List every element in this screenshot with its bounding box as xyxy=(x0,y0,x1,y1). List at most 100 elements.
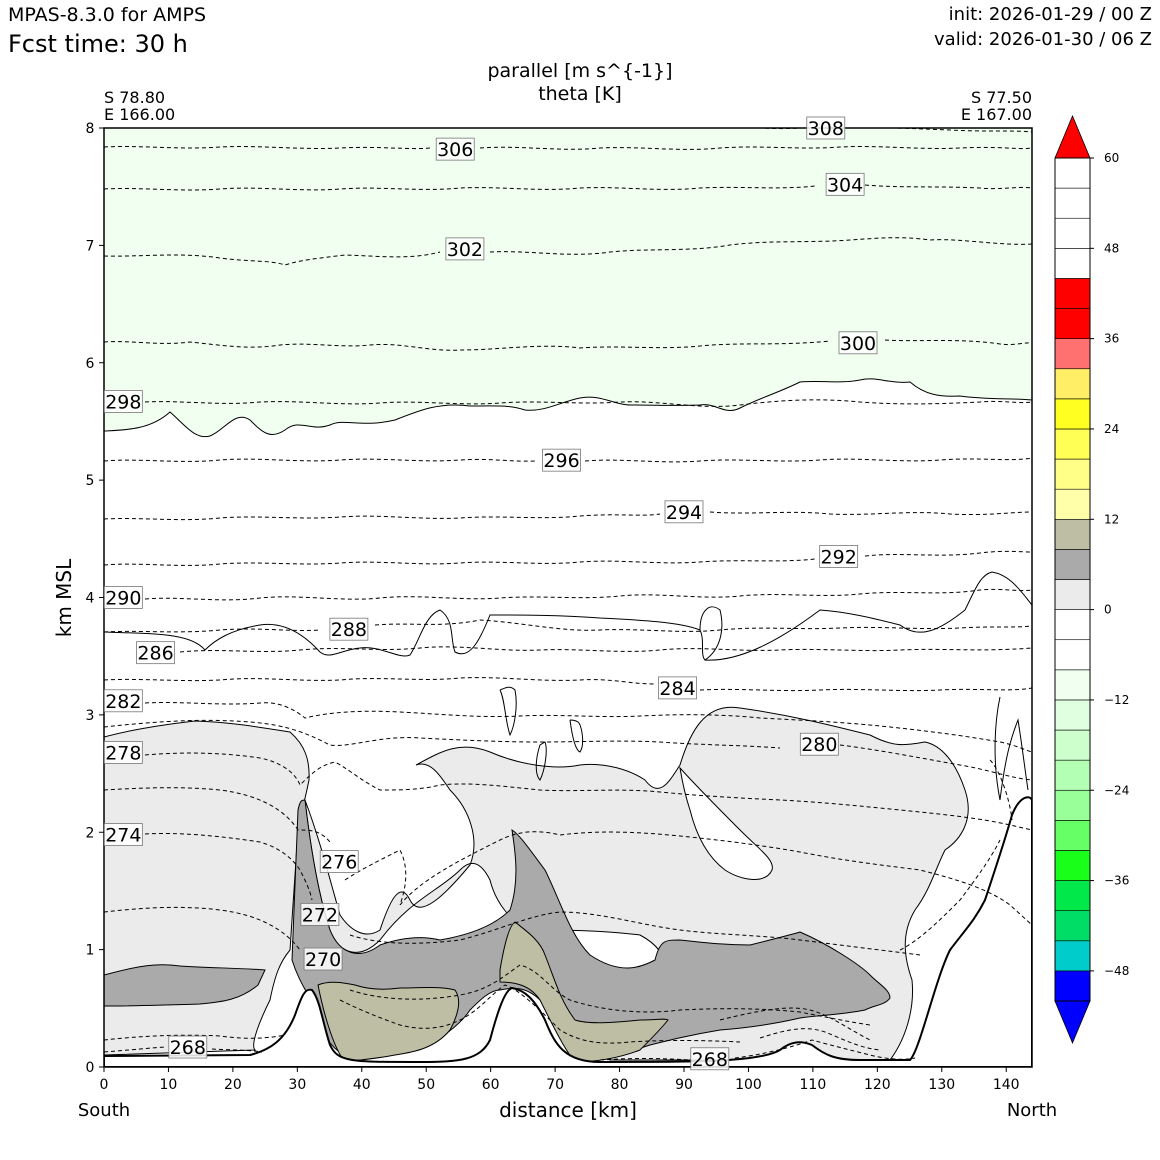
theta-label-text: 288 xyxy=(331,619,367,641)
x-tick-label: 30 xyxy=(288,1077,306,1093)
theta-label: 298 xyxy=(103,390,143,413)
colorbar-bin xyxy=(1054,880,1091,911)
colorbar-bin xyxy=(1054,488,1091,520)
theta-label-box xyxy=(319,850,359,873)
colorbar-tick-label: 12 xyxy=(1104,512,1119,526)
colorbar-bin xyxy=(1054,338,1091,370)
theta-label: 270 xyxy=(303,947,343,971)
theta-278 xyxy=(144,752,1032,831)
y-tick-label: 5 xyxy=(86,473,95,489)
theta-296 xyxy=(104,457,1032,463)
end-lon: E 167.00 xyxy=(960,105,1032,124)
theta-label: 288 xyxy=(329,617,369,641)
theta-label-box xyxy=(658,676,697,700)
colorbar-bin xyxy=(1054,579,1091,610)
colorbar-bin xyxy=(1054,729,1091,761)
colorbar-tick-label: −36 xyxy=(1104,874,1129,888)
theta-label: 308 xyxy=(806,116,846,140)
y-tick-label: 4 xyxy=(86,591,95,607)
colorbar-bin xyxy=(1054,308,1091,339)
valid-time: valid: 2026-01-30 / 06 Z xyxy=(934,29,1152,50)
theta-306 xyxy=(104,146,1032,150)
theta-label-text: 308 xyxy=(808,118,844,140)
theta-304 xyxy=(104,184,1032,191)
chart-title-theta: theta [K] xyxy=(538,83,622,105)
theta-label-box xyxy=(103,689,143,713)
theta-276 xyxy=(104,787,1032,926)
colorbar-bin xyxy=(1054,970,1091,1002)
colorbar-tick-label: −24 xyxy=(1104,783,1129,797)
colorbar-bin xyxy=(1054,428,1091,460)
x-tick-label: 60 xyxy=(482,1077,500,1093)
theta-label-box xyxy=(103,823,143,846)
theta-label: 268 xyxy=(168,1035,208,1059)
theta-label-box xyxy=(690,1047,730,1071)
end-lat: S 77.50 xyxy=(970,88,1032,107)
colorbar-bin xyxy=(1054,759,1091,791)
theta-label: 306 xyxy=(435,137,475,161)
x-tick-label: 50 xyxy=(417,1077,435,1093)
colorbar-bin xyxy=(1054,609,1091,641)
theta-label-text: 282 xyxy=(105,691,141,713)
theta-label-text: 272 xyxy=(302,904,338,926)
colorbar-bin xyxy=(1054,820,1091,851)
theta-label-text: 286 xyxy=(137,643,173,665)
theta-label-box xyxy=(103,390,143,413)
theta-label: 304 xyxy=(825,172,865,196)
colorbar-bin xyxy=(1054,669,1091,701)
colorbar-frame xyxy=(1054,157,1091,1002)
theta-label-text: 302 xyxy=(447,239,483,261)
colorbar-under-arrow xyxy=(1054,1000,1091,1045)
theta-label: 294 xyxy=(664,500,704,524)
theta-label-box xyxy=(103,741,143,764)
theta-label-box xyxy=(329,617,369,641)
theta-contour-labels: 306 308 304 302 300 298 296 294 292 290 288 286 284 2… xyxy=(103,116,878,1071)
theta-292 xyxy=(104,550,1032,566)
theta-300 xyxy=(104,339,1032,351)
theta-label-box xyxy=(664,500,704,524)
y-tick-label: 8 xyxy=(86,121,95,137)
y-tick-label: 7 xyxy=(86,238,95,254)
colorbar-tick-label: 36 xyxy=(1104,332,1119,346)
plot-area xyxy=(104,128,1032,1067)
colorbar-bin xyxy=(1054,368,1091,400)
colorbar-bin xyxy=(1054,278,1091,309)
theta-label: 300 xyxy=(838,331,878,355)
theta-label: 284 xyxy=(658,676,697,700)
y-tick-label: 6 xyxy=(86,356,95,372)
theta-label-text: 268 xyxy=(692,1049,728,1071)
theta-label: 272 xyxy=(300,903,340,926)
y-tick-label: 0 xyxy=(86,1060,95,1076)
theta-label-box xyxy=(303,947,343,971)
theta-label: 290 xyxy=(103,586,143,610)
green-field-top xyxy=(104,128,1032,438)
colorbar-tick-label: 48 xyxy=(1104,241,1119,255)
x-tick-label: 20 xyxy=(224,1077,242,1093)
colorbar-bin xyxy=(1054,910,1091,942)
colorbar-bin xyxy=(1054,549,1091,580)
theta-label-text: 276 xyxy=(321,852,357,874)
x-end-label: North xyxy=(1006,1100,1058,1121)
theta-label-box xyxy=(445,237,485,261)
theta-286 xyxy=(179,646,1032,653)
x-tick-label: 110 xyxy=(800,1077,827,1093)
theta-label-box xyxy=(542,448,581,472)
theta-label-text: 298 xyxy=(105,391,141,413)
olive-region-center xyxy=(499,921,669,1063)
theta-272 xyxy=(104,906,871,1026)
theta-label-text: 270 xyxy=(305,949,341,971)
x-tick-label: 100 xyxy=(735,1077,762,1093)
theta-label-text: 292 xyxy=(821,546,857,568)
theta-label: 286 xyxy=(136,641,175,665)
theta-label-text: 300 xyxy=(840,333,876,355)
theta-290 xyxy=(144,588,1032,601)
theta-label: 292 xyxy=(819,545,859,568)
init-time: init: 2026-01-29 / 00 Z xyxy=(948,4,1152,25)
theta-270 xyxy=(104,984,741,1044)
theta-label: 276 xyxy=(319,850,359,874)
theta-label: 302 xyxy=(445,237,485,261)
model-name: MPAS-8.3.0 for AMPS xyxy=(8,4,207,26)
colorbar-bin xyxy=(1054,518,1091,550)
theta-label-text: 296 xyxy=(543,450,579,472)
